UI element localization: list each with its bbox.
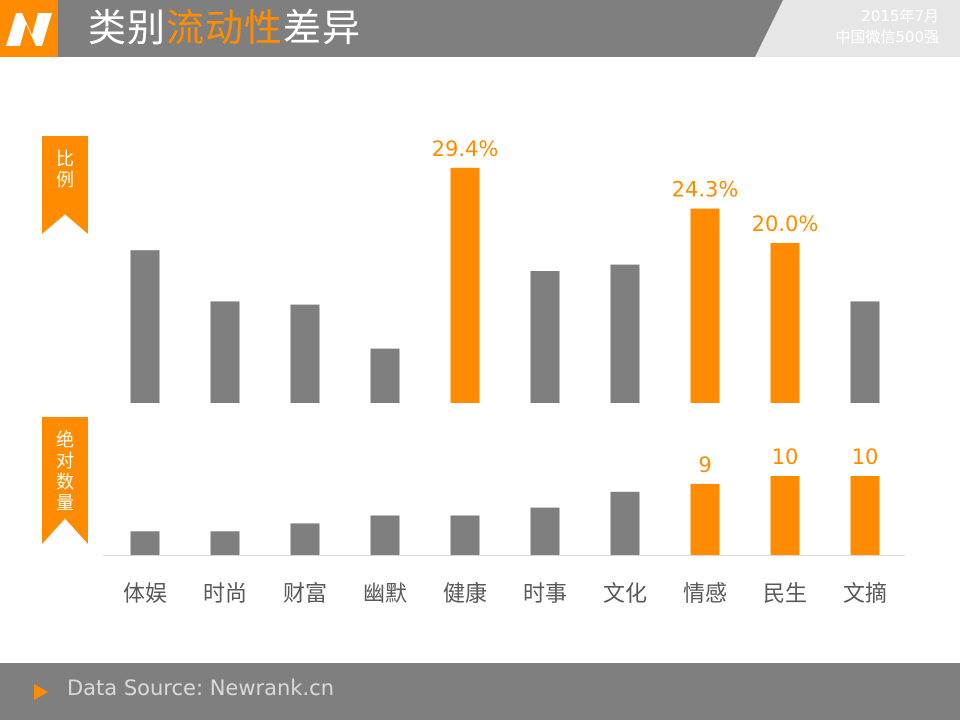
category-tick-label: 时事 <box>523 582 567 607</box>
footer-bar: Data Source: Newrank.cn <box>0 663 960 720</box>
ratio-bar <box>690 208 720 403</box>
count-bar <box>370 515 400 555</box>
category-tick-label: 健康 <box>443 582 487 607</box>
ratio-bar <box>610 264 640 403</box>
category-tick-label: 文摘 <box>843 582 887 607</box>
category-tick-label: 财富 <box>283 582 327 607</box>
count-bar <box>290 523 320 555</box>
ratio-data-label: 20.0% <box>752 212 819 236</box>
date-line2: 中国微信500强 <box>835 28 939 46</box>
play-arrow-icon <box>34 684 48 700</box>
count-bar <box>530 507 560 555</box>
category-tick-label: 体娱 <box>123 582 167 607</box>
header-bar: 类别流动性差异 2015年7月 中国微信500强 <box>0 0 960 57</box>
count-data-label: 9 <box>698 453 711 477</box>
count-bar <box>450 515 480 555</box>
ratio-bar <box>770 243 800 403</box>
ratio-bar <box>370 348 400 403</box>
title-highlight: 流动性 <box>166 6 284 50</box>
ratio-bar <box>210 301 240 403</box>
ratio-label: 比例 <box>56 149 74 191</box>
count-bar <box>690 483 720 555</box>
category-tick-label: 情感 <box>683 582 727 607</box>
ratio-bar <box>290 304 320 403</box>
ratio-data-label: 24.3% <box>672 178 739 202</box>
category-tick-label: 幽默 <box>363 582 407 607</box>
ratio-bar <box>130 250 160 403</box>
ratio-data-label: 29.4% <box>432 137 499 161</box>
count-data-label: 10 <box>852 445 879 469</box>
title-part1: 类别 <box>88 6 167 50</box>
newrank-logo-icon <box>0 0 58 57</box>
date-tab: 2015年7月 中国微信500强 <box>755 0 960 57</box>
count-bar <box>210 531 240 555</box>
ratio-bar <box>850 301 880 403</box>
ratio-bar <box>530 271 560 403</box>
title-part2: 差异 <box>283 6 362 50</box>
date-text: 2015年7月 中国微信500强 <box>835 6 939 48</box>
date-line1: 2015年7月 <box>861 7 939 25</box>
count-bar <box>130 531 160 555</box>
absolute-label: 绝对数量 <box>56 430 74 514</box>
count-bar <box>610 491 640 555</box>
data-source: Data Source: Newrank.cn <box>67 676 335 700</box>
category-tick-label: 时尚 <box>203 582 247 607</box>
ratio-bar <box>450 167 480 403</box>
category-tick-label: 民生 <box>763 582 807 607</box>
category-tick-label: 文化 <box>603 582 647 607</box>
count-data-label: 10 <box>772 445 799 469</box>
count-bar <box>850 476 880 555</box>
count-bar <box>770 476 800 555</box>
page-title: 类别流动性差异 <box>88 4 361 52</box>
